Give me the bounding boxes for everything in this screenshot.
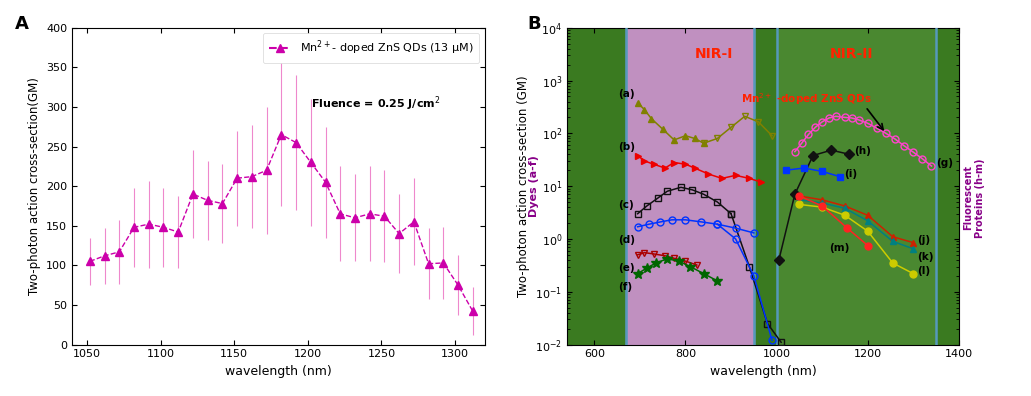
- Text: (f): (f): [619, 282, 632, 292]
- X-axis label: wavelength (nm): wavelength (nm): [225, 365, 332, 378]
- Text: (h): (h): [854, 147, 870, 156]
- Text: B: B: [528, 15, 541, 33]
- Text: (i): (i): [844, 169, 858, 179]
- Text: Fluorescent
Proteins (h-m): Fluorescent Proteins (h-m): [964, 158, 985, 238]
- Text: (d): (d): [619, 235, 635, 246]
- Text: (e): (e): [619, 263, 635, 274]
- Y-axis label: Two-photon action cross-section(GM): Two-photon action cross-section(GM): [28, 77, 40, 295]
- Text: (c): (c): [619, 200, 634, 210]
- Legend: Mn$^{2+}$- doped ZnS QDs (13 μM): Mn$^{2+}$- doped ZnS QDs (13 μM): [263, 33, 479, 63]
- Text: (k): (k): [918, 252, 934, 262]
- Text: (m): (m): [829, 243, 850, 253]
- Text: (a): (a): [619, 89, 635, 99]
- Text: (g): (g): [936, 158, 953, 168]
- X-axis label: wavelength (nm): wavelength (nm): [709, 365, 817, 378]
- Text: Fluence = 0.25 J/cm$^{2}$: Fluence = 0.25 J/cm$^{2}$: [311, 94, 441, 113]
- Text: Mn$^{2+}$ -doped ZnS QDs: Mn$^{2+}$ -doped ZnS QDs: [740, 91, 871, 107]
- Text: (b): (b): [619, 142, 635, 152]
- Text: A: A: [14, 15, 28, 33]
- Text: (j): (j): [918, 235, 931, 245]
- Text: (l): (l): [918, 266, 931, 276]
- Bar: [626, 28, 754, 345]
- Text: Dyes (a-f): Dyes (a-f): [529, 155, 539, 217]
- Text: NIR-II: NIR-II: [829, 47, 873, 61]
- Bar: [776, 28, 936, 345]
- Y-axis label: Two-photon action cross-section (GM): Two-photon action cross-section (GM): [517, 75, 530, 297]
- Text: NIR-I: NIR-I: [695, 47, 733, 61]
